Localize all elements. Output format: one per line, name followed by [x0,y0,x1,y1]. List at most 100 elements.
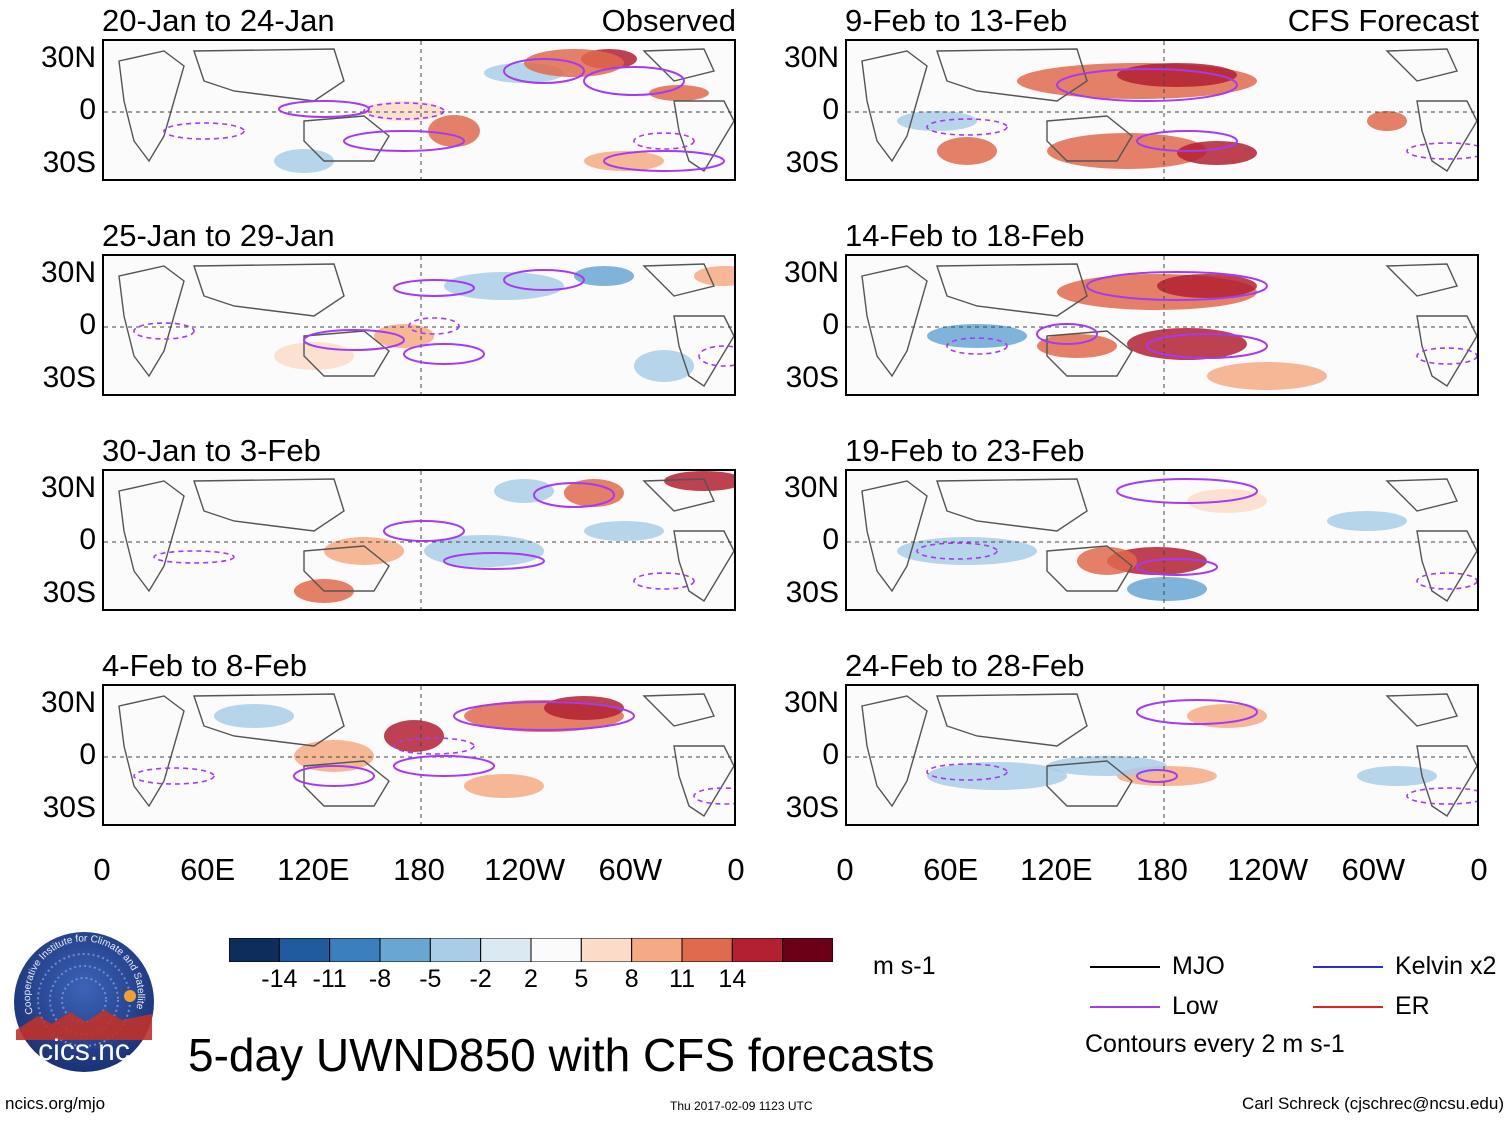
x-tick-label: 60W [598,852,663,887]
coastline [1416,100,1477,172]
x-tick-label: 120W [1227,852,1309,887]
colorbar-tick-label: 8 [624,965,639,993]
coastline [861,50,928,163]
colorbar-tick-label: -8 [368,965,392,993]
panel-map [845,469,1479,611]
coastline [193,693,345,747]
panel-map [102,469,736,611]
coastline [1385,478,1458,512]
low-contour [503,269,585,291]
colorbar-swatch [631,937,683,963]
coastline [1046,330,1133,377]
anomaly-shading [494,479,554,503]
y-tick-label: 30N [40,256,96,289]
anomaly-shading [374,324,434,348]
anomaly-shading [294,740,374,772]
x-tick-label: 0 [93,852,111,887]
y-tick-label: 30N [783,256,839,289]
coastline [1385,693,1458,727]
anomaly-shading [1077,547,1137,575]
low-contour-negative [926,763,1008,781]
colorbar-swatches [228,937,834,963]
anomaly-shading [664,471,734,491]
y-tick-label: 0 [79,93,96,126]
low-contour [583,66,685,96]
y-tick-label: 0 [822,93,839,126]
logo-emblem: Cooperative Institute for Climate and Sa… [10,922,154,1072]
coastline [118,265,185,378]
colorbar-swatch [480,937,532,963]
anomaly-shading [1177,141,1257,165]
low-contour [603,150,725,172]
colorbar-tick-label: -14 [261,965,298,993]
low-contour-negative [1416,572,1477,590]
colorbar-swatch [228,937,280,963]
anomaly-shading [428,115,480,147]
coastline [118,480,185,593]
coastline [673,315,734,387]
cics-logo: Cooperative Institute for Climate and Sa… [10,922,156,1074]
coastline [1046,115,1133,162]
anomaly-field [104,471,734,609]
colorbar-tick-label: 2 [524,965,538,993]
panel-date-range: 19-Feb to 23-Feb [845,433,1085,468]
panel-date-range: 20-Jan to 24-Jan [102,3,335,38]
low-contour-negative [633,572,695,590]
low-contour [278,100,370,118]
coastline [193,48,345,102]
colorbar-swatch [379,937,431,963]
low-contour [1086,271,1268,301]
coastline [303,115,390,162]
legend-swatch [1090,966,1160,968]
low-contour [1056,68,1238,102]
coastline [193,263,345,317]
colorbar-swatch [681,937,733,963]
panel-date-range: 14-Feb to 18-Feb [845,218,1085,253]
anomaly-shading [544,696,624,720]
panel-source-tag: Observed [601,3,736,38]
x-tick-label: 120E [1020,852,1093,887]
colorbar-swatch [731,937,784,963]
colorbar-tick-label: 11 [669,965,695,993]
colorbar-tick-label: -2 [469,965,492,993]
coastline [1416,315,1477,387]
y-tick-label: 30N [783,41,839,74]
low-contour-negative [153,550,235,564]
colorbar [228,937,834,963]
coastline [1046,760,1133,807]
coastline [303,545,390,592]
low-contour [393,279,475,297]
low-contour-negative [916,542,998,560]
x-tick-label: 120E [277,852,350,887]
coastline [642,48,715,82]
panel-map [845,254,1479,396]
x-tick-label: 60W [1341,852,1406,887]
coastline [861,480,928,593]
coastline [673,530,734,602]
y-tick-label: 30S [42,791,96,824]
anomaly-shading [1187,704,1267,728]
colorbar-tick-label: -5 [419,965,442,993]
legend-label: ER [1395,992,1430,1020]
y-tick-label: 30N [40,471,96,504]
low-contour [393,755,495,777]
panel-date-range: 25-Jan to 29-Jan [102,218,335,253]
coastline [1385,263,1458,297]
y-tick-label: 0 [822,523,839,556]
colorbar-tick-label: 14 [718,965,747,993]
colorbar-tick-label: -11 [312,965,347,993]
low-contour [503,58,585,84]
anomaly-shading [1327,511,1407,531]
legend-label: MJO [1172,952,1225,980]
anomaly-shading [1207,362,1327,390]
x-tick-label: 180 [1136,852,1188,887]
coastline [1416,530,1477,602]
low-contour-negative [163,122,245,140]
contour-note: Contours every 2 m s-1 [1085,1030,1345,1058]
x-tick-label: 60E [923,852,979,887]
y-tick-label: 30N [783,471,839,504]
low-contour [1136,699,1258,725]
low-contour-negative [363,102,445,120]
anomaly-shading [1127,328,1247,360]
low-contour [303,329,405,351]
